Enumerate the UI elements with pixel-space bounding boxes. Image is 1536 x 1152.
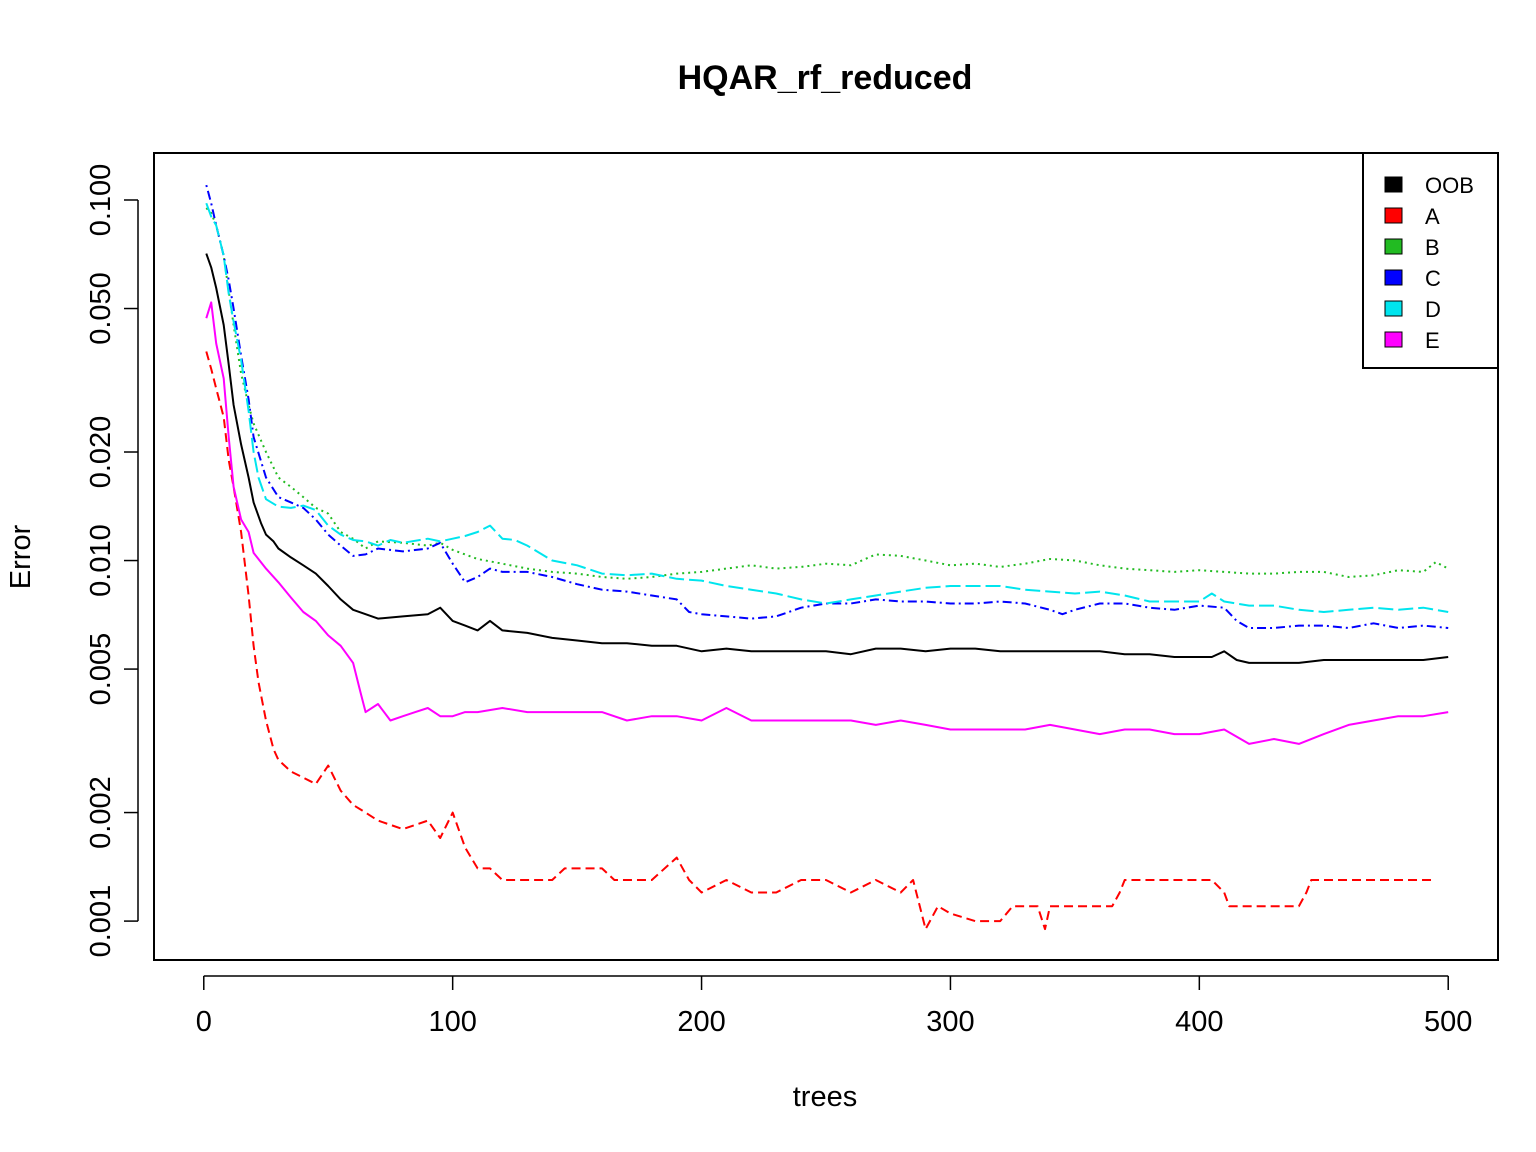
series-line-b — [205, 207, 1449, 580]
series-line-oob — [205, 253, 1449, 664]
x-tick-label: 200 — [677, 1006, 725, 1038]
plot-area-frame — [153, 152, 1499, 961]
legend-label-c: C — [1425, 266, 1441, 291]
y-axis-label: Error — [5, 524, 37, 589]
legend-label-b: B — [1425, 235, 1440, 260]
x-tick-label: 0 — [196, 1006, 212, 1038]
y-tick-label: 0.010 — [85, 524, 117, 597]
legend-swatch-c — [1384, 269, 1403, 286]
series-line-e — [205, 301, 1449, 745]
legend-label-oob: OOB — [1425, 173, 1474, 198]
y-tick-label: 0.050 — [85, 272, 117, 345]
chart-title: HQAR_rf_reduced — [678, 59, 973, 97]
series-line-d — [205, 202, 1449, 613]
legend-label-d: D — [1425, 297, 1441, 322]
x-tick-label: 400 — [1175, 1006, 1223, 1038]
legend-label-e: E — [1425, 328, 1440, 353]
legend-swatch-e — [1384, 331, 1403, 348]
x-axis-label: trees — [793, 1081, 857, 1113]
y-tick-label: 0.100 — [85, 164, 117, 237]
legend-label-a: A — [1425, 204, 1440, 229]
series-line-a — [205, 351, 1436, 931]
y-axis: 0.001 0.002 0.005 0.010 0.020 0.050 0.100 — [85, 164, 139, 958]
y-tick-label: 0.005 — [85, 633, 117, 706]
legend-swatch-d — [1384, 300, 1403, 317]
y-tick-label: 0.002 — [85, 776, 117, 849]
legend-swatch-oob — [1384, 176, 1403, 193]
legend-swatch-a — [1384, 207, 1403, 224]
legend-swatch-b — [1384, 238, 1403, 255]
x-axis: 0 100 200 300 400 500 — [196, 975, 1472, 1038]
x-tick-label: 500 — [1424, 1006, 1472, 1038]
x-tick-label: 300 — [926, 1006, 974, 1038]
y-tick-label: 0.020 — [85, 416, 117, 489]
x-tick-label: 100 — [428, 1006, 476, 1038]
series-layer — [205, 184, 1449, 931]
series-line-c — [205, 184, 1449, 629]
y-tick-label: 0.001 — [85, 885, 117, 958]
